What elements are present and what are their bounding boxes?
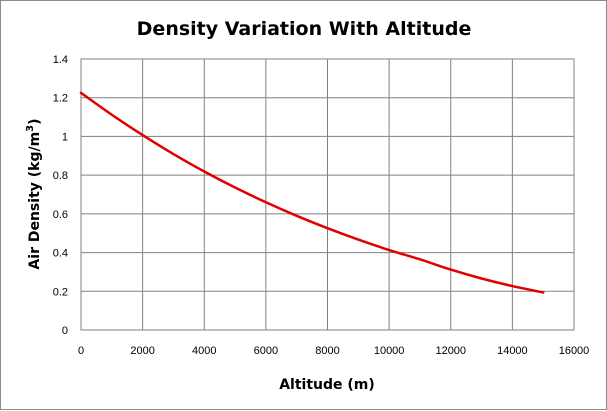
x-axis-title: Altitude (m): [279, 377, 375, 393]
x-tick-label: 10000: [374, 345, 405, 357]
x-tick-label: 14000: [497, 345, 528, 357]
x-tick-label: 16000: [559, 345, 590, 357]
y-tick-label: 0.4: [53, 248, 68, 260]
x-tick-label: 8000: [315, 345, 339, 357]
y-tick-label: 1.4: [53, 54, 68, 66]
y-tick-label: 0: [62, 325, 68, 337]
y-tick-label: 1.2: [53, 93, 68, 105]
x-tick-label: 0: [78, 345, 84, 357]
plot-area-border: [80, 58, 575, 331]
y-tick-label: 0.8: [53, 170, 68, 182]
y-tick-label: 0.2: [53, 286, 68, 298]
y-tick-label: 1: [62, 131, 68, 143]
series-line-air-density: [79, 91, 545, 294]
y-axis-title: Air Density (kg/m3): [25, 118, 43, 269]
x-tick-label: 12000: [435, 345, 466, 357]
y-tick-label: 0.6: [53, 209, 68, 221]
y-tick-labels: 0 0.2 0.4 0.6 0.8 1 1.2 1.4: [53, 54, 68, 337]
y-axis-title-end: ): [27, 118, 43, 124]
x-tick-label: 6000: [254, 345, 278, 357]
x-tick-labels: 0 2000 4000 6000 8000 10000 12000 14000 16000: [78, 345, 589, 357]
x-tick-label: 2000: [130, 345, 154, 357]
chart-title: Density Variation With Altitude: [137, 18, 472, 40]
grid-lines: [80, 58, 575, 331]
x-tick-label: 4000: [192, 345, 216, 357]
y-axis-title-sup: 3: [25, 125, 36, 132]
y-axis-title-base: Air Density (kg/m: [27, 132, 43, 270]
